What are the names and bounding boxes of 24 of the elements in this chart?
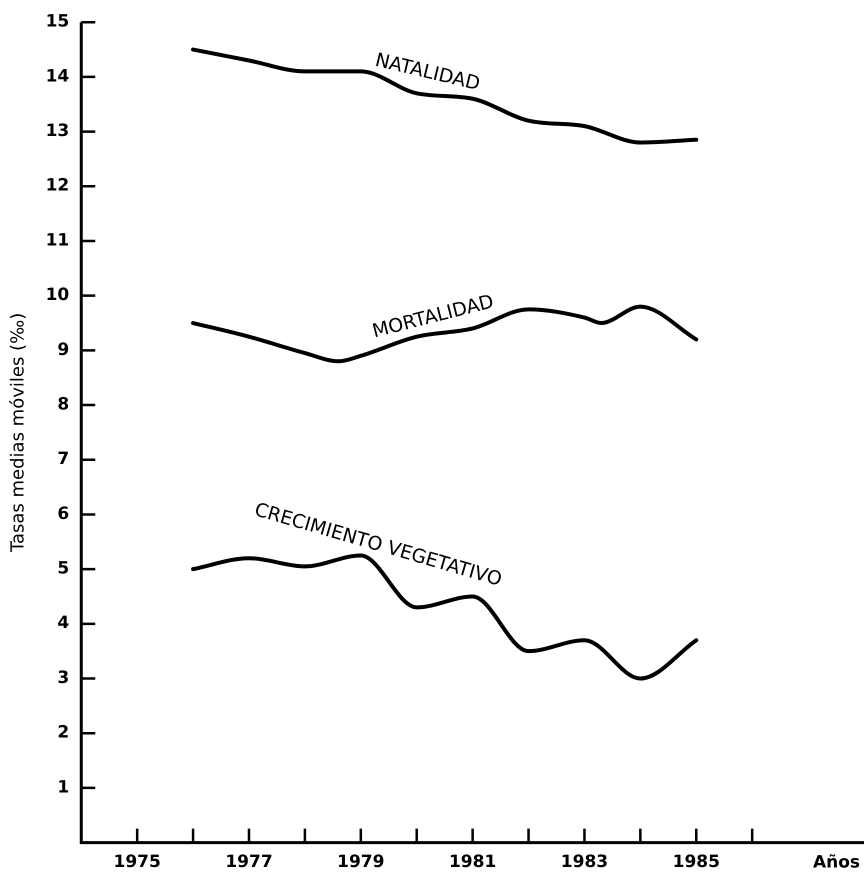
y-tick-label: 1 (57, 777, 70, 798)
y-tick-label: 8 (57, 394, 70, 414)
y-tick-label: 13 (46, 121, 70, 142)
line-series (191, 48, 698, 145)
x-tick-label: 1975 (114, 852, 161, 872)
y-tick-label: 10 (46, 285, 70, 306)
y-tick-label: 12 (46, 176, 70, 196)
y-axis-title: Tasas medias móviles (‰) (7, 312, 28, 554)
y-tick-label: 11 (46, 230, 70, 250)
y-tick-label: 5 (57, 558, 70, 579)
x-tick-label: 1979 (337, 852, 384, 872)
y-tick-label: 14 (46, 66, 70, 86)
y-tick-label: 15 (46, 12, 70, 32)
y-tick-label: 9 (57, 340, 70, 360)
x-tick-label: 1985 (672, 852, 720, 872)
x-tick-label: 1983 (560, 852, 608, 872)
y-tick-label: 3 (57, 668, 70, 688)
x-tick-label: 1977 (225, 852, 273, 872)
y-tick-label: 7 (57, 449, 70, 470)
y-tick-label: 4 (57, 613, 70, 634)
x-tick-label: 1981 (448, 852, 496, 872)
y-tick-label: 2 (57, 722, 70, 743)
x-axis-title: Años (812, 852, 860, 873)
y-tick-label: 6 (57, 504, 70, 524)
